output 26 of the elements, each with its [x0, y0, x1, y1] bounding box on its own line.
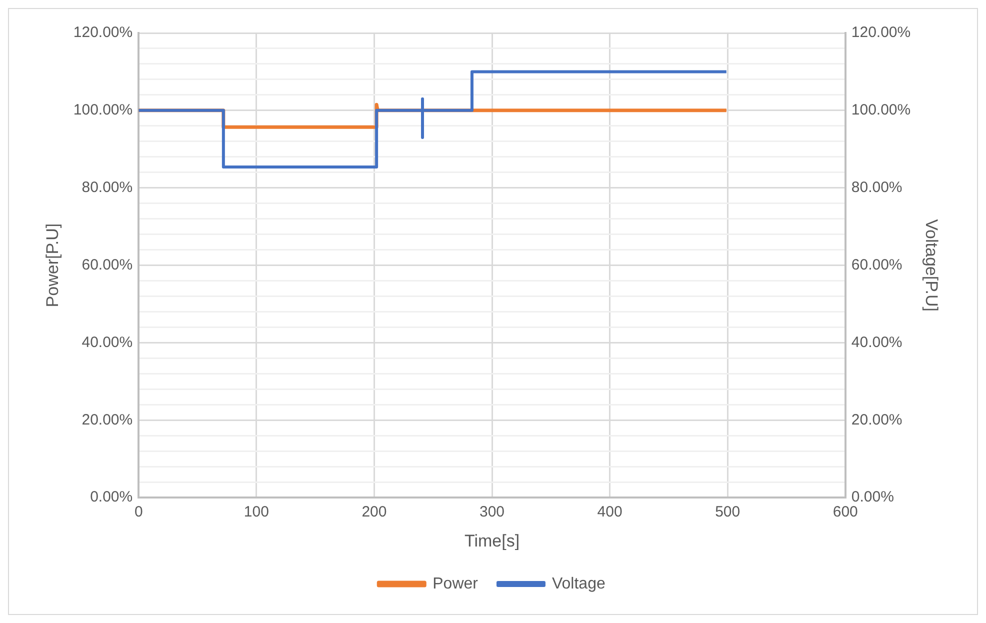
x-tick-label: 600 [832, 504, 858, 521]
y-tick-label: 100.00% [73, 102, 133, 119]
y-tick-label: 60.00% [82, 256, 133, 274]
x-tick-label: 500 [715, 504, 740, 521]
y-axis-title: Power[P.U] [42, 223, 62, 308]
legend-label: Voltage [552, 575, 606, 592]
y-tick-label: 20.00% [82, 411, 133, 428]
x-tick-label: 200 [362, 504, 387, 521]
y2-tick-label: 40.00% [851, 334, 902, 351]
y2-axis-title: Voltage[P.U] [922, 219, 942, 312]
y-tick-label: 40.00% [82, 334, 133, 351]
x-tick-label: 100 [244, 504, 269, 521]
x-tick-label: 0 [134, 504, 143, 521]
y2-tick-label: 80.00% [851, 179, 902, 196]
x-axis-title: Time[s] [464, 531, 520, 550]
y2-tick-label: 100.00% [851, 102, 911, 119]
y-tick-label: 0.00% [90, 488, 133, 506]
x-tick-label: 300 [479, 504, 505, 521]
y2-tick-label: 20.00% [851, 411, 902, 428]
legend-label: Power [432, 575, 479, 592]
x-tick-label: 400 [597, 504, 622, 521]
y2-tick-label: 120.00% [851, 24, 911, 42]
y2-tick-label: 0.00% [851, 488, 894, 506]
y2-tick-label: 60.00% [851, 256, 902, 274]
y-tick-label: 80.00% [82, 179, 133, 196]
y-tick-label: 120.00% [73, 24, 133, 42]
